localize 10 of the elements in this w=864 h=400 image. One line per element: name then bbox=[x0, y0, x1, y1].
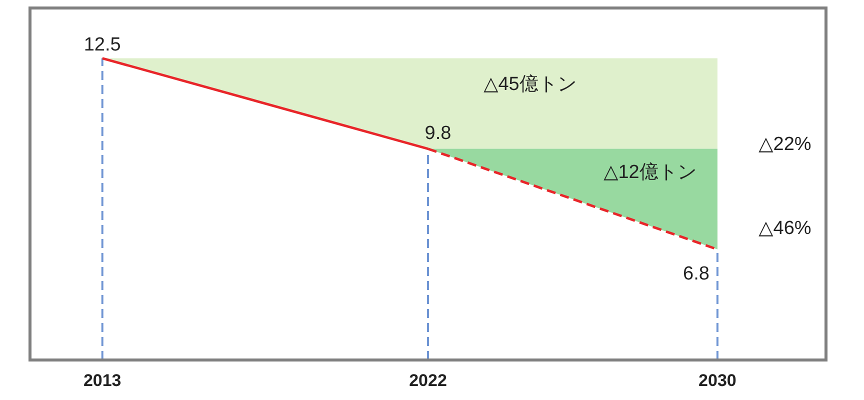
x-tick-label: 2022 bbox=[409, 371, 447, 390]
annotation: △22% bbox=[758, 134, 812, 155]
data-label: 9.8 bbox=[424, 122, 452, 144]
annotation: △46% bbox=[758, 218, 812, 239]
x-tick-label: 2013 bbox=[83, 371, 122, 390]
x-tick-label: 2030 bbox=[698, 371, 736, 390]
data-label: 6.8 bbox=[683, 263, 710, 284]
data-label: 12.5 bbox=[84, 34, 121, 56]
annotation: △12億トン bbox=[604, 162, 696, 183]
annotation: △45億トン bbox=[484, 74, 576, 95]
